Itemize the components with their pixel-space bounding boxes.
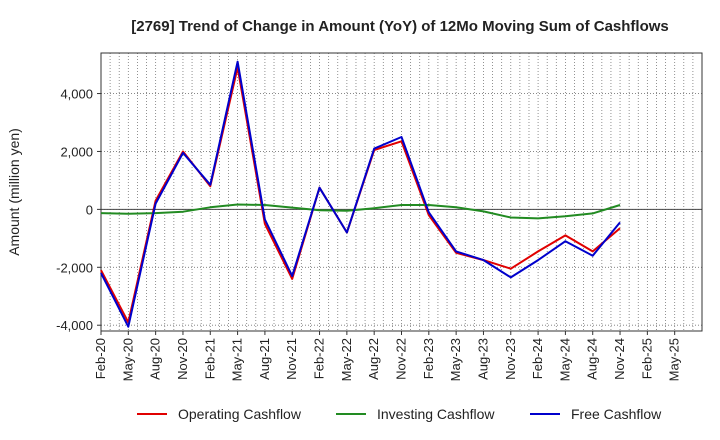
x-tick-label: May-21	[230, 338, 245, 381]
legend-label-free-cashflow: Free Cashflow	[571, 406, 662, 422]
x-tick-label: Feb-24	[530, 338, 545, 379]
x-tick-label: Aug-21	[257, 338, 272, 380]
x-tick-label: May-23	[448, 338, 463, 381]
x-tick-label: Aug-20	[148, 338, 163, 380]
y-tick-label: 2,000	[60, 144, 93, 159]
x-tick-label: Nov-23	[503, 338, 518, 380]
y-tick-label: 4,000	[60, 87, 93, 102]
series-line-investing-cashflow	[100, 203, 621, 220]
x-tick-label: Feb-20	[93, 338, 108, 379]
x-tick-label: Nov-24	[612, 338, 627, 380]
x-tick-label: Feb-22	[312, 338, 327, 379]
chart-title: [2769] Trend of Change in Amount (YoY) o…	[131, 18, 669, 35]
series-line-free-cashflow	[100, 60, 621, 328]
plot-area: -4,000 -2,000 0 2,000 4,000 Feb-20 May-20 Aug-2…	[56, 52, 703, 381]
x-tick-label: Feb-23	[421, 338, 436, 379]
x-tick-label: Feb-25	[639, 338, 654, 379]
y-tick-label: -2,000	[56, 260, 93, 275]
x-tick-label: Aug-23	[475, 338, 490, 380]
y-tick-label: 0	[86, 202, 93, 217]
legend: Operating Cashflow Investing Cashflow Free…	[137, 406, 662, 422]
x-tick-label: Nov-21	[284, 338, 299, 380]
x-tick-label: Nov-20	[175, 338, 190, 380]
y-axis-label: Amount (million yen)	[6, 128, 22, 256]
x-tick-label: Aug-24	[585, 338, 600, 380]
series-line-operating-cashflow	[100, 66, 621, 324]
x-tick-label: Nov-22	[394, 338, 409, 380]
x-tick-label: May-24	[557, 338, 572, 381]
x-tick-label: May-25	[667, 338, 682, 381]
x-tick-label: Aug-22	[366, 338, 381, 380]
x-tick-label: May-20	[120, 338, 135, 381]
legend-label-investing-cashflow: Investing Cashflow	[377, 406, 495, 422]
y-tick-label: -4,000	[56, 318, 93, 333]
x-tick-label: May-22	[339, 338, 354, 381]
legend-label-operating-cashflow: Operating Cashflow	[178, 406, 302, 422]
x-tick-label: Feb-21	[202, 338, 217, 379]
